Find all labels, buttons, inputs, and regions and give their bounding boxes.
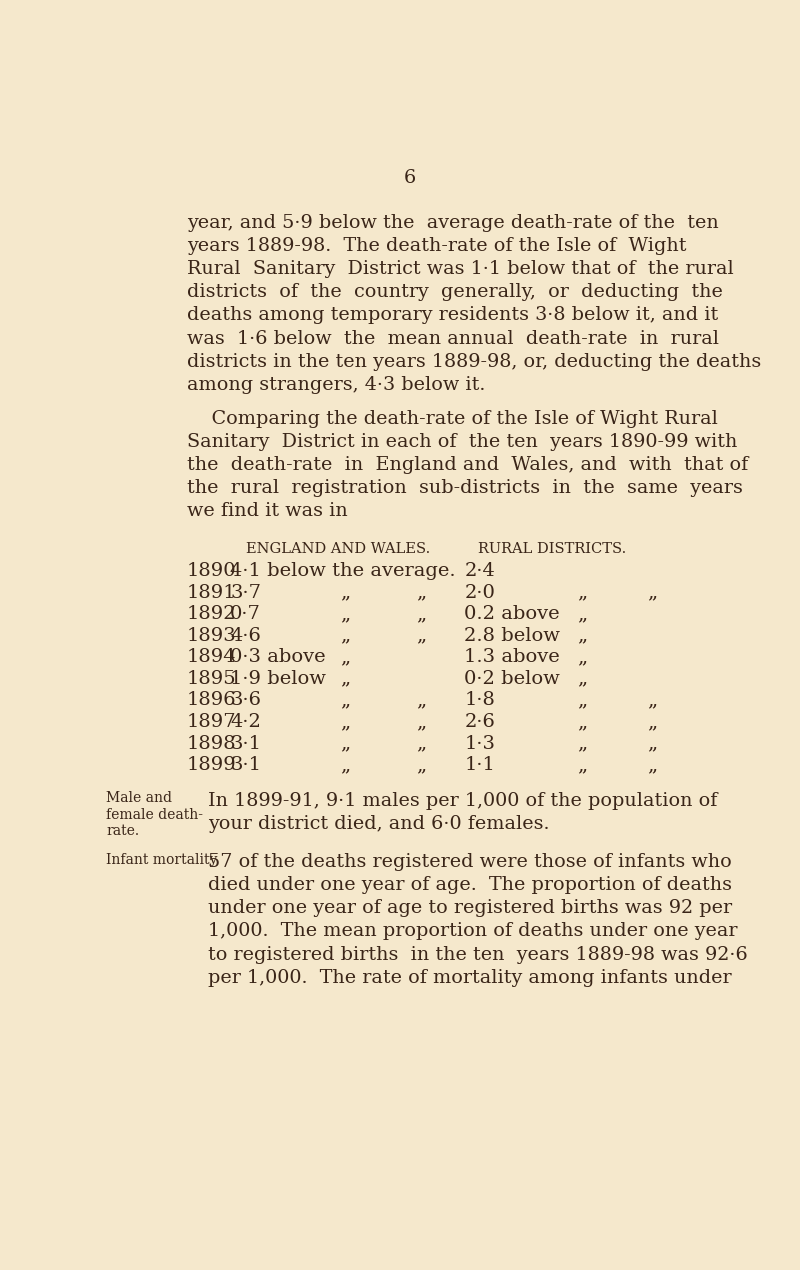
Text: 1891: 1891 [187,584,237,602]
Text: „: „ [340,669,350,688]
Text: 1893: 1893 [187,626,237,645]
Text: 0.2 above: 0.2 above [464,606,560,624]
Text: 0·3 above: 0·3 above [230,648,326,667]
Text: 3·1: 3·1 [230,756,262,775]
Text: 0·2 below: 0·2 below [464,669,560,688]
Text: „: „ [647,712,658,732]
Text: „: „ [577,734,586,753]
Text: 4·1 below the average.: 4·1 below the average. [230,563,456,580]
Text: was  1·6 below  the  mean annual  death-rate  in  rural: was 1·6 below the mean annual death-rate… [187,329,718,348]
Text: „: „ [577,669,586,688]
Text: 1·1: 1·1 [464,756,495,775]
Text: under one year of age to registered births was 92 per: under one year of age to registered birt… [209,899,733,917]
Text: „: „ [577,626,586,645]
Text: „: „ [416,606,426,624]
Text: years 1889-98.  The death-rate of the Isle of  Wight: years 1889-98. The death-rate of the Isl… [187,237,686,255]
Text: to registered births  in the ten  years 1889-98 was 92·6: to registered births in the ten years 18… [209,945,748,964]
Text: „: „ [577,584,586,602]
Text: Rural  Sanitary  District was 1·1 below that of  the rural: Rural Sanitary District was 1·1 below th… [187,260,734,278]
Text: „: „ [647,734,658,753]
Text: per 1,000.  The rate of mortality among infants under: per 1,000. The rate of mortality among i… [209,969,732,987]
Text: districts  of  the  country  generally,  or  deducting  the: districts of the country generally, or d… [187,283,722,301]
Text: 2·6: 2·6 [464,712,495,732]
Text: „: „ [416,756,426,775]
Text: „: „ [340,734,350,753]
Text: 1897: 1897 [187,712,237,732]
Text: „: „ [416,626,426,645]
Text: „: „ [416,584,426,602]
Text: died under one year of age.  The proportion of deaths: died under one year of age. The proporti… [209,876,733,894]
Text: among strangers, 4·3 below it.: among strangers, 4·3 below it. [187,376,485,394]
Text: „: „ [577,606,586,624]
Text: 57 of the deaths registered were those of infants who: 57 of the deaths registered were those o… [209,853,732,871]
Text: year, and 5·9 below the  average death-rate of the  ten: year, and 5·9 below the average death-ra… [187,215,718,232]
Text: 1894: 1894 [187,648,237,667]
Text: your district died, and 6·0 females.: your district died, and 6·0 females. [209,814,550,833]
Text: „: „ [340,606,350,624]
Text: „: „ [340,756,350,775]
Text: 1896: 1896 [187,691,237,710]
Text: 2.8 below: 2.8 below [464,626,560,645]
Text: In 1899-91, 9·1 males per 1,000 of the population of: In 1899-91, 9·1 males per 1,000 of the p… [209,791,718,809]
Text: „: „ [416,712,426,732]
Text: „: „ [416,691,426,710]
Text: 6: 6 [404,169,416,188]
Text: 2·4: 2·4 [464,563,495,580]
Text: the  rural  registration  sub-districts  in  the  same  years: the rural registration sub-districts in … [187,479,742,497]
Text: 1·9 below: 1·9 below [230,669,326,688]
Text: „: „ [647,584,658,602]
Text: 1898: 1898 [187,734,237,753]
Text: 4·6: 4·6 [230,626,261,645]
Text: 1890: 1890 [187,563,237,580]
Text: Infant mortality: Infant mortality [106,853,218,867]
Text: deaths among temporary residents 3·8 below it, and it: deaths among temporary residents 3·8 bel… [187,306,718,324]
Text: the  death-rate  in  England and  Wales, and  with  that of: the death-rate in England and Wales, and… [187,456,748,474]
Text: 0·7: 0·7 [230,606,261,624]
Text: „: „ [577,712,586,732]
Text: districts in the ten years 1889-98, or, deducting the deaths: districts in the ten years 1889-98, or, … [187,353,761,371]
Text: 1.3 above: 1.3 above [464,648,560,667]
Text: 1·8: 1·8 [464,691,495,710]
Text: „: „ [340,691,350,710]
Text: 1895: 1895 [187,669,237,688]
Text: 1,000.  The mean proportion of deaths under one year: 1,000. The mean proportion of deaths und… [209,922,738,940]
Text: „: „ [577,648,586,667]
Text: RURAL DISTRICTS.: RURAL DISTRICTS. [478,542,626,556]
Text: „: „ [340,648,350,667]
Text: Male and
female death-
rate.: Male and female death- rate. [106,791,203,838]
Text: 2·0: 2·0 [464,584,495,602]
Text: „: „ [647,756,658,775]
Text: 1·3: 1·3 [464,734,495,753]
Text: „: „ [647,691,658,710]
Text: 4·2: 4·2 [230,712,261,732]
Text: ENGLAND AND WALES.: ENGLAND AND WALES. [246,542,430,556]
Text: „: „ [577,756,586,775]
Text: 1892: 1892 [187,606,237,624]
Text: „: „ [416,734,426,753]
Text: 3·1: 3·1 [230,734,262,753]
Text: „: „ [577,691,586,710]
Text: 1899: 1899 [187,756,237,775]
Text: Comparing the death-rate of the Isle of Wight Rural: Comparing the death-rate of the Isle of … [187,410,718,428]
Text: we find it was in: we find it was in [187,502,347,519]
Text: 3·7: 3·7 [230,584,262,602]
Text: „: „ [340,626,350,645]
Text: Sanitary  District in each of  the ten  years 1890-99 with: Sanitary District in each of the ten yea… [187,433,737,451]
Text: „: „ [340,712,350,732]
Text: 3·6: 3·6 [230,691,262,710]
Text: „: „ [340,584,350,602]
